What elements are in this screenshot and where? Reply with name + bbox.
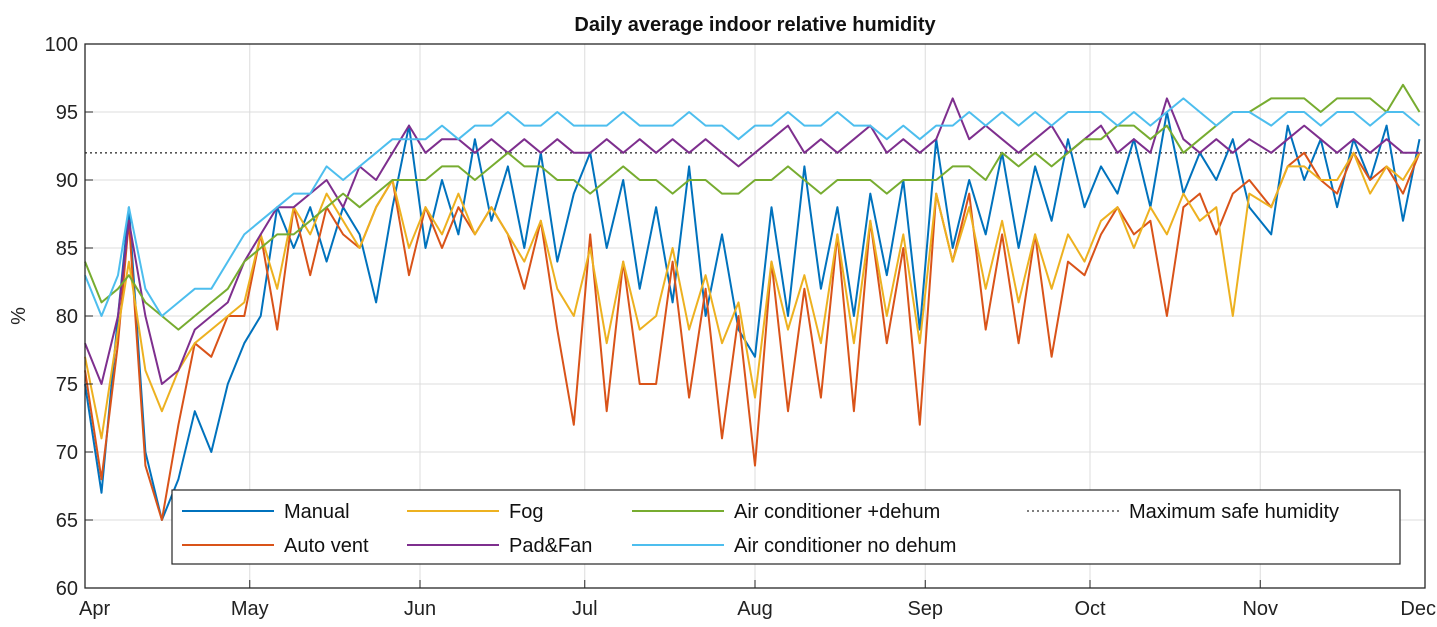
y-axis-label: %: [8, 307, 30, 325]
y-tick-label: 65: [56, 510, 78, 532]
y-tick-label: 75: [56, 374, 78, 396]
x-tick-label: Jun: [404, 598, 436, 620]
chart-title: Daily average indoor relative humidity: [574, 14, 936, 36]
y-tick-label: 60: [56, 578, 78, 600]
series-line-pad-fan: [84, 97, 1420, 385]
y-tick-label: 85: [56, 238, 78, 260]
legend-label: Fog: [509, 501, 543, 523]
y-tick-label: 100: [45, 34, 78, 56]
y-tick-label: 80: [56, 306, 78, 328]
x-tick-label: Jul: [572, 598, 598, 620]
legend-label: Maximum safe humidity: [1129, 501, 1339, 523]
legend-label: Pad&Fan: [509, 535, 592, 557]
y-tick-label: 70: [56, 442, 78, 464]
x-tick-label: Dec: [1400, 598, 1436, 620]
legend-label: Air conditioner +dehum: [734, 501, 940, 523]
x-axis: Apr May Jun Jul Aug Sep Oct Nov Dec: [79, 580, 1436, 620]
series-lines: [84, 83, 1421, 521]
x-tick-label: Apr: [79, 598, 110, 620]
series-line-air-conditioner-no-dehum: [84, 97, 1421, 317]
legend-label: Air conditioner no dehum: [734, 535, 956, 557]
x-tick-label: Sep: [907, 598, 943, 620]
legend-label: Manual: [284, 501, 350, 523]
x-tick-label: May: [231, 598, 269, 620]
legend: Manual Fog Air conditioner +dehum Maximum s…: [171, 489, 1401, 565]
series-line-auto-vent: [84, 151, 1421, 521]
legend-box: [171, 489, 1401, 565]
y-tick-label: 90: [56, 170, 78, 192]
x-tick-label: Oct: [1074, 598, 1106, 620]
y-tick-label: 95: [56, 102, 78, 124]
x-tick-label: Nov: [1242, 598, 1278, 620]
legend-label: Auto vent: [284, 535, 369, 557]
series-line-fog: [84, 151, 1421, 440]
y-axis: 60 65 70 75 80 85 90 95 100: [45, 34, 93, 600]
x-tick-label: Aug: [737, 598, 773, 620]
series-line-air-conditioner-dehum: [84, 83, 1421, 331]
